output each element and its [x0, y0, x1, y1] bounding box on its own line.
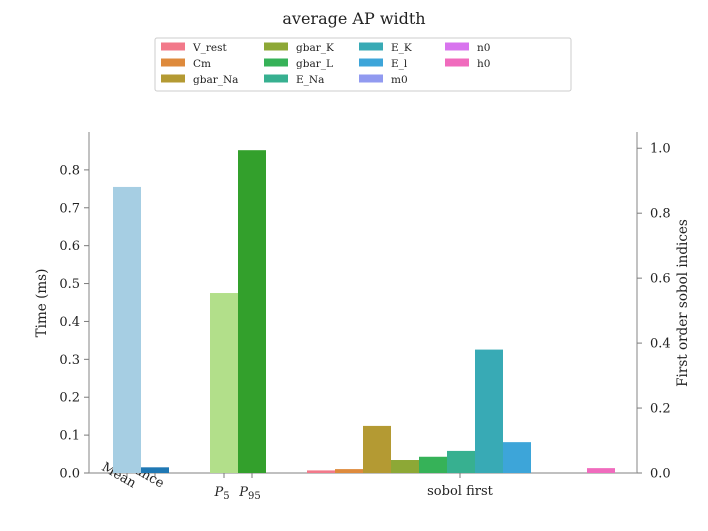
bar-sobol-e_na	[447, 450, 475, 473]
legend-swatch	[359, 42, 383, 51]
legend-swatch	[359, 58, 383, 67]
bar-p5	[210, 293, 238, 473]
legend-swatch	[161, 74, 185, 83]
legend-swatch	[161, 58, 185, 67]
y-left-tick-label: 0.2	[59, 391, 80, 406]
legend-label: E_K	[391, 42, 412, 54]
legend-label: E_l	[391, 58, 408, 70]
y-right-tick-label: 1.0	[650, 142, 671, 157]
y-left-tick-label: 0.4	[59, 315, 80, 330]
legend-label: gbar_K	[296, 42, 334, 54]
x-tick-label-sobol: sobol first	[427, 484, 493, 499]
y-left-tick-label: 0.8	[59, 163, 80, 178]
y-left-tick-label: 0.0	[59, 467, 80, 482]
bar-sobol-v_rest	[307, 470, 335, 473]
y-right-tick-label: 0.6	[650, 272, 671, 287]
legend-label: V_rest	[192, 42, 227, 54]
legend-label: Cm	[193, 58, 211, 70]
legend: V_rest Cm gbar_Na gbar_K gbar_L E_Na E_K E_l m0 n…	[154, 37, 572, 92]
y-left-tick-label: 0.3	[59, 353, 80, 368]
y-right-tick-label: 0.8	[650, 207, 671, 222]
legend-swatch	[445, 58, 469, 67]
legend-label: gbar_L	[296, 58, 333, 70]
legend-label: n0	[477, 42, 490, 54]
legend-label: m0	[391, 74, 408, 86]
y-axis-right-label: First order sobol indices	[675, 219, 691, 387]
chart-title: average AP width	[282, 9, 425, 28]
bar-sobol-h0	[587, 468, 615, 473]
y-right-tick-label: 0.2	[650, 402, 671, 417]
bar-sobol-cm	[335, 469, 363, 473]
legend-swatch	[264, 42, 288, 51]
y-left-tick-label: 0.6	[59, 239, 80, 254]
legend-label: gbar_Na	[193, 74, 238, 86]
legend-label: h0	[477, 58, 490, 70]
bar-sobol-e_k	[475, 349, 503, 473]
bars	[113, 150, 615, 474]
y-left-tick-label: 0.1	[59, 429, 80, 444]
x-tick-label-p5: P5	[213, 485, 229, 502]
bar-p95	[238, 150, 266, 474]
bar-variance	[141, 467, 169, 473]
bar-sobol-gbar_k	[391, 460, 419, 473]
y-left-tick-label: 0.5	[59, 277, 80, 292]
legend-swatch	[359, 74, 383, 83]
legend-label: E_Na	[296, 74, 324, 86]
y-right-tick-label: 0.0	[650, 467, 671, 482]
bar-mean	[113, 186, 141, 473]
legend-swatch	[445, 42, 469, 51]
y-right-tick-label: 0.4	[650, 337, 671, 352]
y-left-tick-label: 0.7	[59, 201, 80, 216]
legend-swatch	[161, 42, 185, 51]
legend-swatch	[264, 58, 288, 67]
x-tick-label-p95: P95	[238, 485, 260, 502]
bar-sobol-e_l	[503, 442, 531, 473]
bar-sobol-gbar_l	[419, 456, 447, 473]
y-axis-left-label: Time (ms)	[34, 269, 50, 338]
bar-sobol-gbar_na	[363, 425, 391, 473]
legend-swatch	[264, 74, 288, 83]
